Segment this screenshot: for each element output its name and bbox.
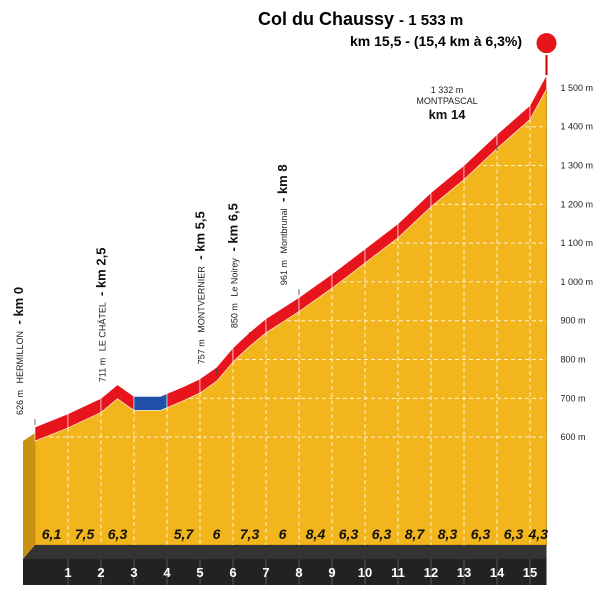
waypoint-label: 626 m HERMILLON - km 0 (11, 287, 26, 415)
waypoint-km: - km 6,5 (226, 203, 241, 251)
km-bar-face (23, 545, 547, 559)
y-tick-label: 600 m (561, 432, 586, 442)
gradient-label: 7,5 (75, 526, 95, 542)
x-tick-label: 7 (262, 565, 269, 580)
gradient-label: 8,7 (405, 526, 426, 542)
gradient-label: 6,3 (339, 526, 359, 542)
x-tick-label: 6 (229, 565, 236, 580)
waypoint-elevation: 961 m (279, 260, 289, 285)
waypoint-elevation: 850 m (230, 303, 240, 328)
x-tick-label: 15 (523, 565, 537, 580)
waypoint-name: MONTVERNIER (197, 266, 207, 333)
finish-pin (534, 31, 559, 56)
x-tick-label: 2 (97, 565, 104, 580)
waypoint-elevation: 711 m (98, 358, 108, 382)
gradient-label: 5,7 (174, 526, 195, 542)
title-name: Col du Chaussy (258, 9, 394, 29)
waypoint-km: - km 2,5 (94, 248, 109, 296)
x-tick-label: 12 (424, 565, 438, 580)
title-elevation: - 1 533 m (399, 12, 463, 29)
y-tick-label: 1 000 m (561, 277, 594, 287)
x-tick-label: 9 (328, 565, 335, 580)
waypoint-km: - km 5,5 (193, 211, 208, 259)
gradient-label: 4,3 (528, 526, 549, 542)
waypoint-label: 961 m Montbrunal - km 8 (275, 164, 290, 285)
x-tick-label: 11 (391, 565, 405, 580)
y-tick-label: 900 m (561, 316, 586, 326)
waypoint-km: - km 8 (275, 164, 290, 202)
waypoint-elevation: 626 m (15, 390, 25, 415)
km-bar (23, 559, 547, 585)
waypoint-label: 850 m Le Noirey - km 6,5 (226, 203, 241, 328)
waypoint-elevation: 757 m (197, 339, 207, 364)
chart-subtitle: km 15,5 - (15,4 km à 6,3%) (350, 33, 522, 49)
gradient-label: 6,3 (504, 526, 524, 542)
waypoint-name: HERMILLON (15, 331, 25, 384)
gradient-segment (133, 393, 168, 411)
waypoint-name: Le Noirey (230, 258, 240, 297)
y-tick-label: 1 400 m (561, 122, 594, 132)
x-tick-label: 14 (490, 565, 505, 580)
y-tick-label: 1 100 m (561, 238, 594, 248)
x-tick-label: 4 (163, 565, 171, 580)
waypoint-name: MONTPASCAL (416, 96, 477, 106)
gradient-label: 7,3 (240, 526, 260, 542)
y-tick-label: 700 m (561, 393, 586, 403)
gradient-label: 6,1 (42, 526, 62, 542)
x-tick-label: 3 (130, 565, 137, 580)
x-tick-label: 8 (295, 565, 302, 580)
waypoint-km: - km 0 (11, 287, 26, 325)
profile-side (23, 433, 35, 559)
x-tick-label: 5 (196, 565, 203, 580)
gradient-label: 8,4 (306, 526, 326, 542)
y-tick-label: 1 300 m (561, 161, 594, 171)
y-tick-label: 1 500 m (561, 83, 594, 93)
gradient-label: 6,3 (471, 526, 491, 542)
y-tick-label: 800 m (561, 355, 586, 365)
waypoint-label: 757 m MONTVERNIER - km 5,5 (193, 211, 208, 364)
waypoint-name: Montbrunal (279, 209, 289, 254)
gradient-segment (529, 74, 547, 120)
waypoint-label: 711 m LE CHÂTEL - km 2,5 (94, 248, 109, 383)
gradient-label: 6 (213, 526, 221, 542)
gradient-label: 8,3 (438, 526, 458, 542)
x-tick-label: 10 (358, 565, 372, 580)
waypoint-km: km 14 (429, 107, 467, 122)
waypoint-name: LE CHÂTEL (98, 302, 108, 351)
x-tick-label: 1 (64, 565, 71, 580)
chart-title: Col du Chaussy - 1 533 m (258, 9, 463, 29)
gradient-label: 6,3 (372, 526, 392, 542)
gradient-label: 6 (279, 526, 287, 542)
x-tick-label: 13 (457, 565, 471, 580)
waypoint-elevation: 1 332 m (431, 85, 464, 95)
y-tick-label: 1 200 m (561, 199, 594, 209)
gradient-label: 6,3 (108, 526, 128, 542)
